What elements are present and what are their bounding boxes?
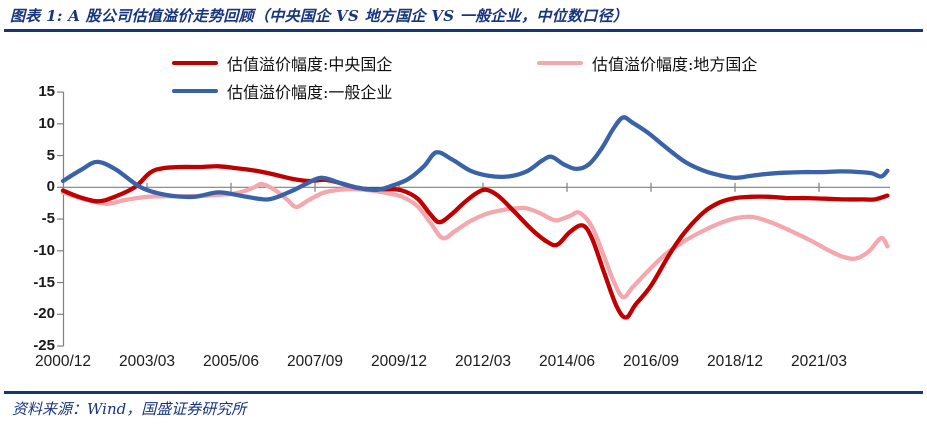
source-note: 资料来源：Wind，国盛证券研究所	[12, 400, 247, 418]
y-axis-label: -20	[33, 305, 55, 323]
series-general-enterprise	[60, 115, 890, 202]
x-axis-label: 2007/09	[286, 353, 344, 370]
y-axis-label: -15	[33, 273, 55, 291]
series-local-soe	[60, 181, 890, 300]
y-axis-label: -5	[41, 210, 55, 228]
x-axis-label: 2016/09	[622, 353, 680, 370]
legend-label-local-soe: 估值溢价幅度:地方国企	[592, 55, 758, 74]
x-axis-label: 2021/03	[790, 353, 848, 370]
x-axis-label: 2000/12	[34, 353, 92, 370]
legend-swatch-general-enterprise	[172, 89, 218, 93]
x-axis-label: 2009/12	[370, 353, 428, 370]
y-axis-label: 15	[38, 83, 55, 101]
series-central-soe	[60, 164, 890, 320]
footer-divider	[4, 391, 923, 394]
y-axis-label: 10	[38, 114, 55, 132]
x-axis-label: 2014/06	[538, 353, 596, 370]
legend-item-local-soe: 估值溢价幅度:地方国企	[537, 54, 758, 74]
legend-swatch-local-soe	[537, 61, 583, 65]
figure-title: 图表 1: A 股公司估值溢价走势回顾（中央国企 VS 地方国企 VS 一般企业…	[10, 7, 629, 25]
y-axis-label: -25	[33, 337, 55, 355]
title-divider	[4, 29, 923, 32]
legend-item-central-soe: 估值溢价幅度:中央国企	[172, 54, 393, 74]
y-axis-label: -10	[33, 241, 55, 259]
y-axis-label: 0	[46, 178, 55, 196]
legend-label-central-soe: 估值溢价幅度:中央国企	[227, 55, 393, 74]
y-axis-label: 5	[46, 146, 55, 164]
x-axis-label: 2003/03	[118, 353, 176, 370]
legend-label-general-enterprise: 估值溢价幅度:一般企业	[227, 83, 393, 102]
x-axis-label: 2012/03	[454, 353, 512, 370]
legend-item-general-enterprise: 估值溢价幅度:一般企业	[172, 82, 393, 102]
legend-swatch-central-soe	[172, 61, 218, 65]
x-axis-label: 2005/06	[202, 353, 260, 370]
x-axis-label: 2018/12	[706, 353, 764, 370]
